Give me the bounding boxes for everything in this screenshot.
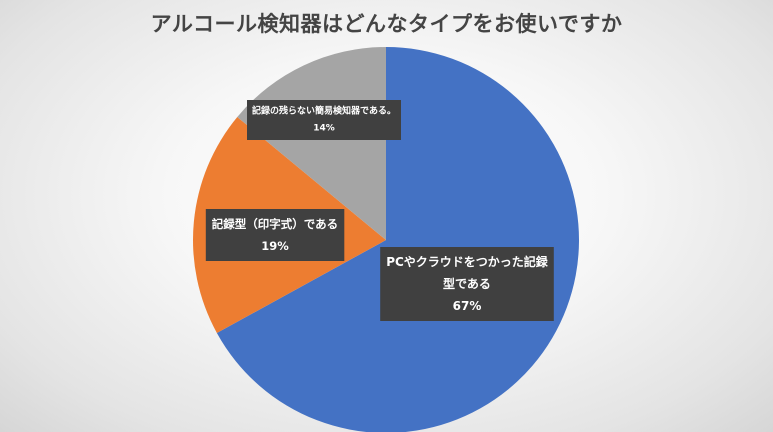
data-label: 記録型（印字式）である 19% <box>205 209 345 261</box>
data-label-text: 記録型（印字式）である <box>212 217 338 231</box>
data-label-value: 19% <box>261 239 289 253</box>
data-label-text: 記録の残らない簡易検知器である。 <box>252 105 396 117</box>
data-label-box <box>380 247 554 321</box>
data-label-value: 14% <box>313 124 335 134</box>
data-label-text: PCやクラウドをつかった記録 <box>386 254 549 269</box>
data-label-value: 67% <box>453 299 482 313</box>
data-label-box <box>205 209 345 261</box>
data-label-text: 型である <box>443 276 491 291</box>
pie-slice <box>237 47 386 240</box>
chart-title: アルコール検知器はどんなタイプをお使いですか <box>150 12 623 36</box>
data-label: 記録の残らない簡易検知器である。 14% <box>247 100 401 140</box>
data-label-box <box>247 100 401 140</box>
pie-slice <box>216 47 579 432</box>
